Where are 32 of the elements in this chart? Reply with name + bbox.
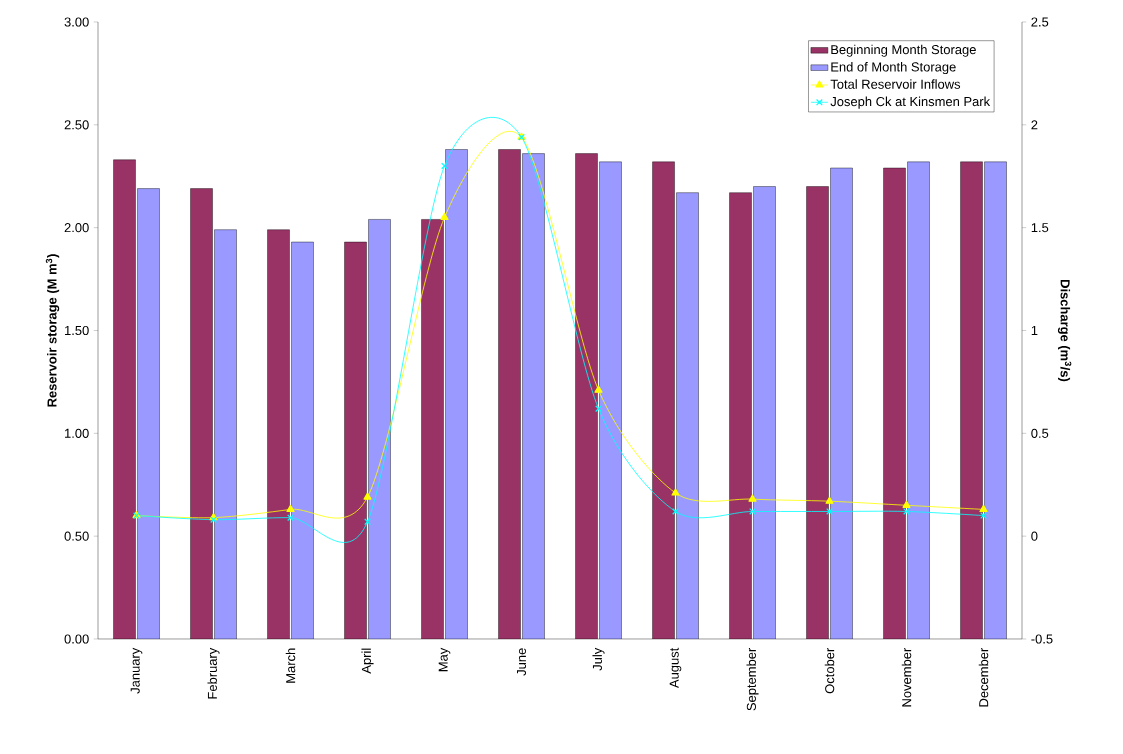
legend-label: Joseph Ck at Kinsmen Park — [830, 96, 991, 109]
y2-tick-label: 1 — [1031, 326, 1038, 335]
x-tick-label: October — [824, 647, 835, 694]
y-tick-label: 2.00 — [64, 223, 89, 233]
y-tick-label: 1.00 — [65, 428, 89, 438]
x-tick-label: February — [207, 647, 220, 699]
x-tick-label: March — [285, 648, 296, 683]
y-tick-label: 0.50 — [64, 531, 89, 541]
y-tick-label: 1.50 — [65, 325, 89, 336]
y-tick-label: 2.50 — [64, 120, 89, 130]
legend-label: Total Reservoir Inflows — [830, 79, 961, 89]
y2-tick-label: 2.5 — [1031, 17, 1049, 27]
x-tick-label: August — [669, 647, 682, 689]
y2-axis-title: Discharge (m$^{3}$/s) — [1057, 279, 1072, 382]
y2-tick-label: 0 — [1031, 531, 1038, 541]
y2-tick-label: 2 — [1031, 120, 1038, 130]
y2-tick-label: -0.5 — [1031, 634, 1053, 644]
legend-label: Beginning Month Storage — [831, 44, 976, 57]
y-axis-title: Reservoir storage (M m$^{3}$) — [45, 254, 60, 407]
x-tick-label: June — [517, 648, 527, 676]
x-tick-label: May — [438, 647, 451, 672]
y-tick-label: 3.00 — [64, 17, 89, 27]
y2-tick-label: 1.5 — [1031, 223, 1049, 233]
x-tick-label: November — [901, 647, 912, 707]
y-tick-label: 0.00 — [64, 634, 89, 644]
y2-tick-label: 0.5 — [1031, 428, 1049, 438]
x-tick-label: September — [746, 647, 759, 711]
legend-label: End of Month Storage — [831, 61, 956, 75]
x-tick-label: January — [130, 647, 143, 694]
x-tick-label: December — [978, 647, 989, 707]
x-tick-label: July — [592, 647, 605, 671]
x-tick-label: April — [361, 648, 374, 674]
